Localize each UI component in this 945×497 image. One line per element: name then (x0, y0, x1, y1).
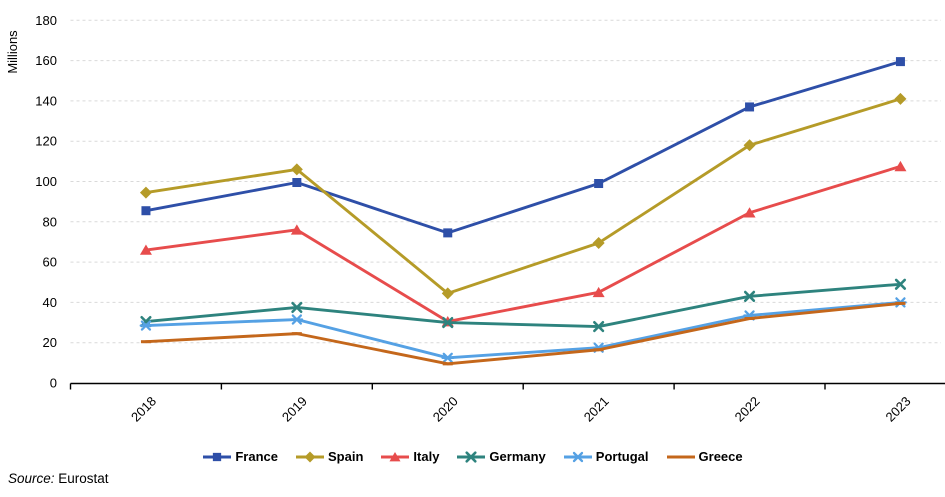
legend-label-spain: Spain (328, 449, 364, 464)
source-value: Eurostat (54, 471, 109, 486)
y-tick-label: 40 (43, 295, 57, 310)
series-markers-greece (140, 301, 906, 366)
legend-item-portugal: Portugal (563, 449, 649, 464)
legend-label-france: France (235, 449, 278, 464)
series-line-germany (144, 282, 902, 329)
series-line-france (144, 60, 902, 235)
x-tick-label: 2018 (128, 394, 159, 425)
x-tick-label: 2019 (279, 394, 310, 425)
diamond-marker-icon (743, 139, 756, 152)
series-line-portugal (144, 300, 902, 360)
triangle-marker-icon (592, 286, 605, 298)
diamond-marker-icon (290, 163, 303, 176)
x-tick-label: 2021 (581, 394, 612, 425)
star-marker-icon (441, 352, 455, 363)
square-marker-icon (594, 179, 604, 189)
x-marker-icon (593, 320, 605, 333)
legend-diamond-swatch (296, 450, 324, 463)
triangle-marker-icon (290, 224, 303, 235)
series-markers-spain (139, 92, 907, 300)
legend-item-spain: Spain (295, 449, 363, 464)
series-markers-portugal (139, 297, 907, 363)
legend-item-germany: Germany (456, 449, 546, 464)
square-marker-icon (292, 178, 302, 188)
y-tick-label: 100 (35, 174, 57, 189)
legend-triangle-swatch (381, 451, 410, 461)
legend-label-portugal: Portugal (595, 449, 649, 464)
series-markers-france (141, 57, 905, 238)
triangle-marker-icon (389, 451, 401, 461)
legend-item-italy: Italy (380, 449, 439, 464)
series-line-spain (144, 97, 902, 295)
y-tick-label: 120 (35, 134, 57, 149)
y-tick-label: 60 (43, 255, 57, 270)
square-marker-icon (141, 206, 151, 216)
star-marker-icon (290, 314, 304, 325)
diamond-marker-icon (894, 92, 907, 105)
diamond-marker-icon (304, 450, 316, 463)
x-tick-label: 2022 (732, 394, 763, 425)
diamond-marker-icon (139, 186, 152, 199)
x-marker-icon (465, 450, 478, 463)
diamond-marker-icon (592, 236, 605, 249)
triangle-marker-icon (743, 207, 756, 218)
source-note: Source: Eurostat (8, 471, 109, 486)
star-marker-icon (571, 451, 585, 462)
legend-label-germany: Germany (489, 449, 546, 464)
source-label: Source: (8, 471, 55, 486)
legend-x-swatch (457, 450, 486, 463)
chart-legend: France Spain Italy Germany Portugal Greece (0, 449, 945, 464)
series-line-greece (144, 301, 902, 366)
line-chart-plot: Millions 0 20 40 60 80 100 120 140 160 180 2018 2019… (5, 13, 945, 425)
y-axis-title: Millions (5, 30, 20, 74)
series-markers-germany (140, 278, 907, 333)
y-tick-label: 0 (50, 376, 57, 391)
legend-label-italy: Italy (413, 449, 440, 464)
y-tick-label: 80 (43, 214, 57, 229)
legend-square-swatch (203, 452, 232, 461)
diamond-marker-icon (441, 287, 454, 300)
square-marker-icon (895, 57, 905, 67)
series-markers-italy (139, 160, 907, 327)
legend-item-greece: Greece (666, 449, 743, 464)
x-tick-label: 2023 (883, 394, 914, 425)
square-marker-icon (213, 452, 222, 461)
square-marker-icon (745, 102, 755, 112)
legend-item-france: France (202, 449, 278, 464)
triangle-marker-icon (894, 160, 907, 172)
triangle-marker-icon (139, 244, 152, 255)
x-marker-icon (442, 316, 454, 329)
y-tick-label: 140 (35, 93, 57, 108)
y-tick-label: 180 (35, 13, 57, 28)
star-marker-icon (139, 320, 153, 331)
legend-label-greece: Greece (698, 449, 743, 464)
series-line-italy (144, 164, 902, 323)
x-tick-label: 2020 (430, 394, 461, 425)
legend-star-swatch (563, 451, 592, 462)
x-marker-icon (894, 278, 907, 290)
square-marker-icon (443, 228, 453, 238)
x-marker-icon (291, 301, 303, 314)
legend-dash-swatch (666, 455, 695, 458)
x-marker-icon (743, 290, 756, 302)
y-tick-label: 160 (35, 53, 57, 68)
y-tick-label: 20 (43, 335, 57, 350)
